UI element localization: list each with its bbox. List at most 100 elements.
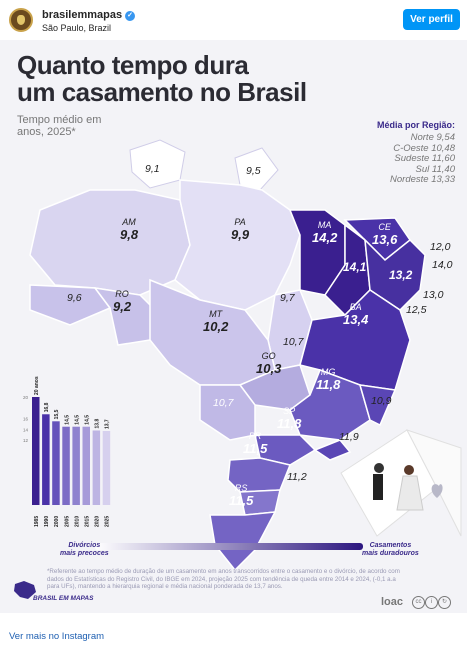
state-code: MT <box>209 309 223 319</box>
bar-year-label: 2020 <box>95 516 101 527</box>
bar-value-label: 16,8 <box>44 402 50 412</box>
state-value-ap: 9,5 <box>246 165 261 177</box>
username[interactable]: brasilemmapas <box>42 9 123 21</box>
state-label-pa: PA 9,9 <box>231 217 249 242</box>
state-rj <box>313 439 352 461</box>
state-code: SP <box>283 406 296 416</box>
bar-year-label: 1990 <box>44 516 50 527</box>
state-value-pe: 13,2 <box>389 268 413 282</box>
state-code: PR <box>248 431 262 441</box>
chart-bar <box>42 414 50 505</box>
y-tick-label: 14 <box>23 427 29 432</box>
duration-history-chart: 20 16 14 12 20 anos 1985 16,8 1990 15,5 2000 14,5 2… <box>23 376 111 527</box>
state-ap <box>234 147 279 191</box>
region-item: Nordeste 13,33 <box>390 174 455 185</box>
region-item: Sudeste 11,60 <box>394 153 455 164</box>
chart-bar <box>102 431 111 505</box>
region-item: Norte 9,54 <box>410 132 455 143</box>
region-item: Sul 11,40 <box>415 163 455 175</box>
state-label-mg: MG 11,8 <box>316 367 340 392</box>
bar-year-label: 2015 <box>85 516 91 527</box>
region-legend-title: Média por Região: <box>376 120 455 130</box>
state-label-ba: BA 13,4 <box>343 302 368 327</box>
state-value: 11,8 <box>277 416 302 431</box>
brazil-map: 20 16 14 12 20 anos 1985 16,8 1990 15,5 2000 14,5 2… <box>23 139 426 572</box>
state-value: 14,2 <box>312 230 338 245</box>
by-icon: i <box>425 596 438 609</box>
username-row[interactable]: brasilemmapas ✓ <box>42 9 136 21</box>
state-value: 11,5 <box>243 441 268 456</box>
bar-value-label: 13,8 <box>95 419 101 429</box>
state-code: AM <box>122 217 136 227</box>
scale-left-line-2: mais precoces <box>60 549 109 557</box>
y-tick-label: 12 <box>23 438 29 443</box>
chart-bar <box>32 397 40 505</box>
state-value: 11,5 <box>229 493 254 508</box>
state-value-se: 12,5 <box>406 304 427 316</box>
state-code: CE <box>378 222 391 232</box>
state-es <box>358 384 397 427</box>
y-tick-label: 20 <box>23 395 29 400</box>
state-value: 10,3 <box>256 361 282 376</box>
bar-value-label: 14,5 <box>85 415 91 425</box>
wedding-photo-image <box>340 429 462 537</box>
state-value-al: 13,0 <box>423 289 444 301</box>
state-value-to: 9,7 <box>280 292 295 304</box>
profile-avatar[interactable] <box>9 8 33 32</box>
subtitle-line-2: anos, 2025* <box>17 126 76 138</box>
location-link[interactable]: São Paulo, Brazil <box>42 23 112 33</box>
state-value: 10,2 <box>203 319 229 334</box>
post-header: brasilemmapas ✓ São Paulo, Brazil Ver per… <box>0 0 467 40</box>
y-tick-label: 16 <box>23 417 29 422</box>
bar-year-label: 2000 <box>54 516 60 527</box>
state-label-am: AM 9,8 <box>120 217 138 242</box>
state-value-rn: 12,0 <box>430 241 451 253</box>
state-value: 13,4 <box>343 312 369 327</box>
state-value-rj: 11,9 <box>339 431 359 443</box>
state-value-pb: 14,0 <box>432 259 453 271</box>
post-subtitle: Tempo médio em anos, 2025* <box>17 114 101 138</box>
view-profile-button[interactable]: Ver perfil <box>403 9 460 30</box>
state-value: 11,8 <box>316 377 341 392</box>
state-value: 9,2 <box>113 299 132 314</box>
chart-bar <box>92 430 101 505</box>
state-value-sc: 11,2 <box>287 471 307 483</box>
bar-value-label: 15,5 <box>54 409 60 419</box>
chart-bar <box>52 421 60 505</box>
state-ac <box>29 284 112 326</box>
state-label-go: GO 10,3 <box>256 351 281 376</box>
region-item: C-Oeste 10,48 <box>393 142 455 154</box>
subtitle-line-1: Tempo médio em <box>17 114 102 126</box>
footnote-text: *Referente ao tempo médio de duração de … <box>47 568 400 591</box>
state-value-ms: 10,7 <box>213 397 234 409</box>
state-code: RO <box>115 289 129 299</box>
chart-bar <box>82 426 90 505</box>
title-line-1: Quanto tempo dura <box>17 50 249 80</box>
state-value-es: 10,9 <box>371 395 392 407</box>
state-code: MA <box>317 220 332 230</box>
state-label-pr: PR 11,5 <box>243 431 267 456</box>
state-pa <box>174 179 301 311</box>
scale-left-line-1: Divórcios <box>68 542 101 549</box>
state-label-ce: CE 13,6 <box>372 222 397 247</box>
scale-gradient-bar <box>95 543 363 550</box>
state-label-sp: SP 11,8 <box>277 406 301 431</box>
state-value-df: 10,7 <box>283 336 304 348</box>
sa-icon: ↻ <box>438 596 451 609</box>
state-value: 9,9 <box>231 227 250 242</box>
brasil-em-mapas-logo-icon <box>14 581 36 599</box>
state-label-ma: MA 14,2 <box>312 220 337 245</box>
bar-year-label: 1985 <box>34 516 40 527</box>
state-code: BA <box>349 302 362 312</box>
state-code: PA <box>234 217 246 227</box>
view-more-instagram-link[interactable]: Ver mais no Instagram <box>9 631 105 642</box>
state-value-ac: 9,6 <box>67 292 82 304</box>
state-label-mt: MT 10,2 <box>203 309 228 334</box>
region-legend-list: Norte 9,54 C-Oeste 10,48 Sudeste 11,60 S… <box>390 132 455 186</box>
scale-right-line-1: Casamentos <box>369 542 412 549</box>
bar-year-label: 2010 <box>74 516 80 527</box>
state-ba <box>299 289 411 391</box>
post-title: Quanto tempo dura um casamento no Brasil <box>17 52 307 106</box>
bar-value-label: 14,5 <box>74 415 80 425</box>
loac-brand: loac <box>381 596 404 608</box>
